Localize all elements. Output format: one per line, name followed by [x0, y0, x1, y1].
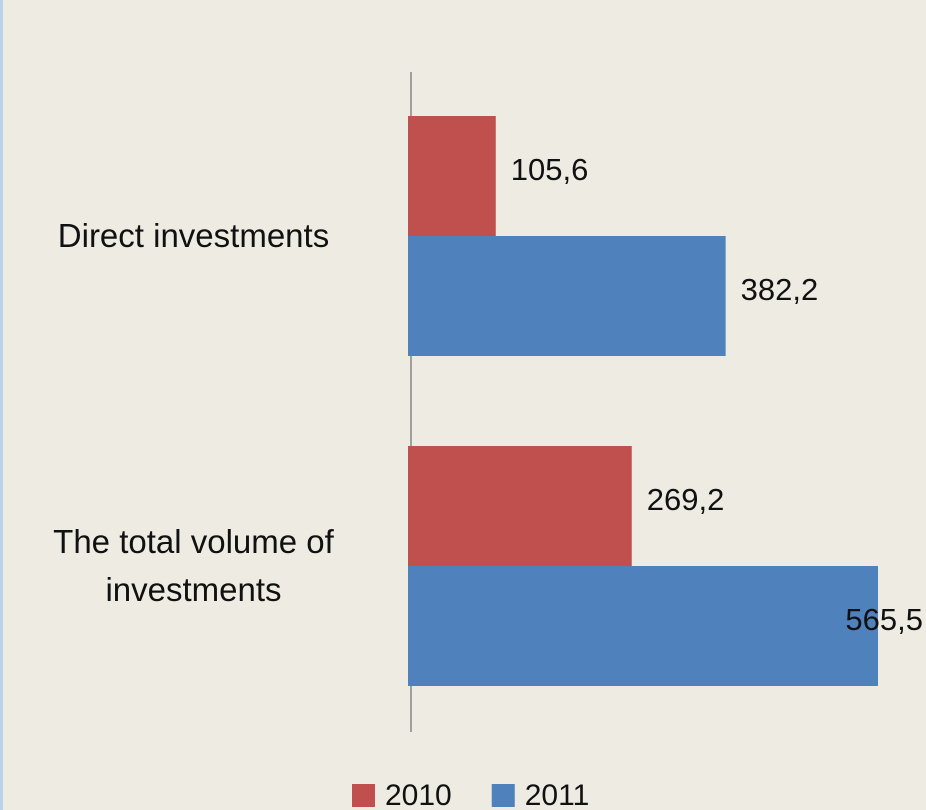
legend-label: 2010: [385, 779, 452, 810]
value-label: 105,6: [511, 152, 589, 187]
legend-swatch: [352, 784, 375, 807]
bar: [408, 116, 496, 236]
legend-swatch: [491, 784, 515, 807]
bar: [408, 446, 632, 566]
value-label: 382,2: [741, 272, 819, 307]
bar: [408, 236, 726, 356]
category-label: Direct investments: [57, 217, 330, 254]
bar: [408, 566, 878, 686]
plot: 105,6 269,2 382,2 565,5 2010 2011: [352, 72, 923, 810]
value-label: 565,5: [845, 602, 923, 637]
legend-label: 2011: [525, 779, 590, 810]
category-label: The total volume of investments: [53, 523, 334, 608]
value-label: 269,2: [647, 482, 725, 517]
